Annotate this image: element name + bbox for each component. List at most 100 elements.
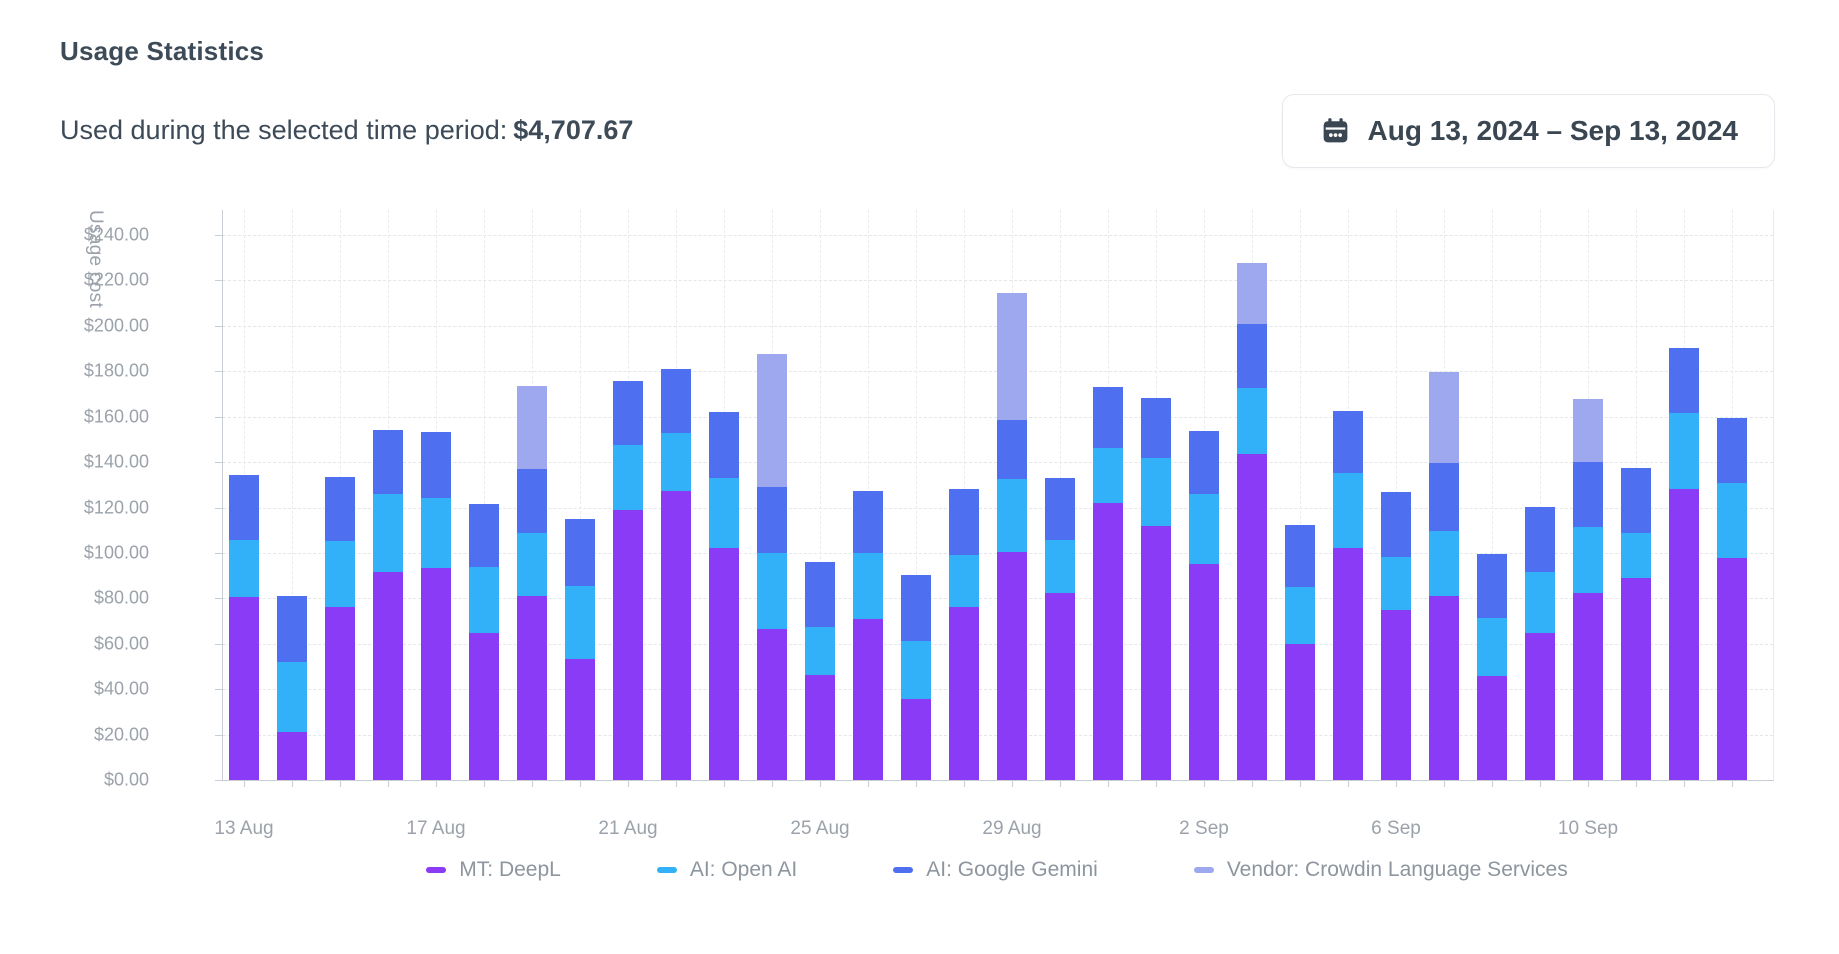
bar-segment[interactable] bbox=[805, 626, 835, 676]
bar-segment[interactable] bbox=[709, 412, 739, 478]
bar-segment[interactable] bbox=[1525, 507, 1555, 572]
bar-segment[interactable] bbox=[805, 562, 835, 627]
bar-segment[interactable] bbox=[421, 568, 451, 780]
bar-segment[interactable] bbox=[661, 433, 691, 491]
stacked-bar-26-aug[interactable] bbox=[853, 491, 883, 780]
bar-segment[interactable] bbox=[661, 369, 691, 434]
stacked-bar-4-sep[interactable] bbox=[1285, 525, 1315, 780]
bar-segment[interactable] bbox=[997, 420, 1027, 480]
stacked-bar-22-aug[interactable] bbox=[661, 369, 691, 780]
bar-segment[interactable] bbox=[517, 533, 547, 597]
bar-segment[interactable] bbox=[1093, 502, 1123, 780]
bar-segment[interactable] bbox=[1333, 548, 1363, 780]
bar-segment[interactable] bbox=[757, 552, 787, 629]
bar-segment[interactable] bbox=[997, 293, 1027, 421]
bar-segment[interactable] bbox=[901, 699, 931, 780]
bar-segment[interactable] bbox=[757, 354, 787, 488]
bar-segment[interactable] bbox=[277, 661, 307, 732]
bar-segment[interactable] bbox=[709, 478, 739, 549]
bar-segment[interactable] bbox=[1429, 372, 1459, 464]
stacked-bar-25-aug[interactable] bbox=[805, 562, 835, 780]
stacked-bar-15-aug[interactable] bbox=[325, 476, 355, 780]
bar-segment[interactable] bbox=[1237, 454, 1267, 780]
bar-segment[interactable] bbox=[325, 606, 355, 780]
bar-segment[interactable] bbox=[1093, 386, 1123, 449]
bar-segment[interactable] bbox=[277, 731, 307, 780]
stacked-bar-2-sep[interactable] bbox=[1189, 431, 1219, 780]
bar-segment[interactable] bbox=[1285, 525, 1315, 587]
bar-segment[interactable] bbox=[565, 659, 595, 780]
bar-segment[interactable] bbox=[1573, 592, 1603, 780]
stacked-bar-30-aug[interactable] bbox=[1045, 477, 1075, 780]
bar-segment[interactable] bbox=[661, 490, 691, 780]
bar-segment[interactable] bbox=[1477, 676, 1507, 780]
bar-segment[interactable] bbox=[565, 519, 595, 587]
stacked-bar-28-aug[interactable] bbox=[949, 489, 979, 780]
bar-segment[interactable] bbox=[757, 629, 787, 780]
bar-segment[interactable] bbox=[1717, 418, 1747, 483]
bar-segment[interactable] bbox=[1045, 540, 1075, 593]
bar-segment[interactable] bbox=[229, 540, 259, 597]
bar-segment[interactable] bbox=[1381, 609, 1411, 780]
legend-item-mt-deepl[interactable]: MT: DeepL bbox=[426, 858, 561, 882]
bar-segment[interactable] bbox=[1333, 473, 1363, 549]
bar-segment[interactable] bbox=[853, 553, 883, 620]
bar-segment[interactable] bbox=[1669, 348, 1699, 414]
bar-segment[interactable] bbox=[1093, 448, 1123, 503]
bar-segment[interactable] bbox=[325, 541, 355, 607]
bar-segment[interactable] bbox=[1381, 556, 1411, 610]
bar-segment[interactable] bbox=[1525, 632, 1555, 780]
bar-segment[interactable] bbox=[757, 487, 787, 553]
bar-segment[interactable] bbox=[1141, 458, 1171, 526]
bar-segment[interactable] bbox=[1477, 618, 1507, 676]
bar-segment[interactable] bbox=[1429, 463, 1459, 531]
bar-segment[interactable] bbox=[469, 567, 499, 634]
bar-segment[interactable] bbox=[613, 381, 643, 446]
bar-segment[interactable] bbox=[1237, 388, 1267, 455]
bar-segment[interactable] bbox=[997, 479, 1027, 552]
stacked-bar-13-sep[interactable] bbox=[1717, 418, 1747, 780]
stacked-bar-7-sep[interactable] bbox=[1429, 372, 1459, 780]
bar-segment[interactable] bbox=[1429, 596, 1459, 780]
bar-segment[interactable] bbox=[997, 551, 1027, 780]
bar-segment[interactable] bbox=[517, 468, 547, 534]
bar-segment[interactable] bbox=[1189, 431, 1219, 495]
stacked-bar-27-aug[interactable] bbox=[901, 575, 931, 780]
stacked-bar-18-aug[interactable] bbox=[469, 503, 499, 780]
bar-segment[interactable] bbox=[1237, 324, 1267, 389]
bar-segment[interactable] bbox=[517, 596, 547, 780]
legend-item-ai-open-ai[interactable]: AI: Open AI bbox=[656, 858, 797, 882]
bar-segment[interactable] bbox=[1525, 571, 1555, 633]
bar-segment[interactable] bbox=[565, 586, 595, 660]
bar-segment[interactable] bbox=[1237, 262, 1267, 325]
stacked-bar-20-aug[interactable] bbox=[565, 519, 595, 780]
bar-segment[interactable] bbox=[1189, 564, 1219, 780]
stacked-bar-13-aug[interactable] bbox=[229, 475, 259, 780]
bar-segment[interactable] bbox=[949, 489, 979, 555]
bar-segment[interactable] bbox=[1573, 399, 1603, 463]
stacked-bar-24-aug[interactable] bbox=[757, 354, 787, 780]
bar-segment[interactable] bbox=[1045, 477, 1075, 540]
bar-segment[interactable] bbox=[1285, 586, 1315, 645]
stacked-bar-5-sep[interactable] bbox=[1333, 411, 1363, 780]
bar-segment[interactable] bbox=[949, 607, 979, 780]
stacked-bar-14-aug[interactable] bbox=[277, 596, 307, 780]
bar-segment[interactable] bbox=[613, 510, 643, 780]
bar-segment[interactable] bbox=[373, 571, 403, 780]
bar-segment[interactable] bbox=[1045, 592, 1075, 780]
stacked-bar-6-sep[interactable] bbox=[1381, 492, 1411, 780]
bar-segment[interactable] bbox=[1381, 492, 1411, 557]
bar-segment[interactable] bbox=[373, 430, 403, 495]
bar-segment[interactable] bbox=[1621, 578, 1651, 780]
bar-segment[interactable] bbox=[805, 675, 835, 780]
bar-segment[interactable] bbox=[421, 497, 451, 569]
bar-segment[interactable] bbox=[1141, 398, 1171, 459]
bar-segment[interactable] bbox=[277, 596, 307, 662]
bar-segment[interactable] bbox=[469, 503, 499, 568]
bar-segment[interactable] bbox=[1621, 468, 1651, 534]
stacked-bar-8-sep[interactable] bbox=[1477, 554, 1507, 780]
bar-segment[interactable] bbox=[1189, 494, 1219, 565]
bar-segment[interactable] bbox=[229, 596, 259, 780]
bar-segment[interactable] bbox=[1717, 557, 1747, 780]
bar-segment[interactable] bbox=[1429, 530, 1459, 597]
